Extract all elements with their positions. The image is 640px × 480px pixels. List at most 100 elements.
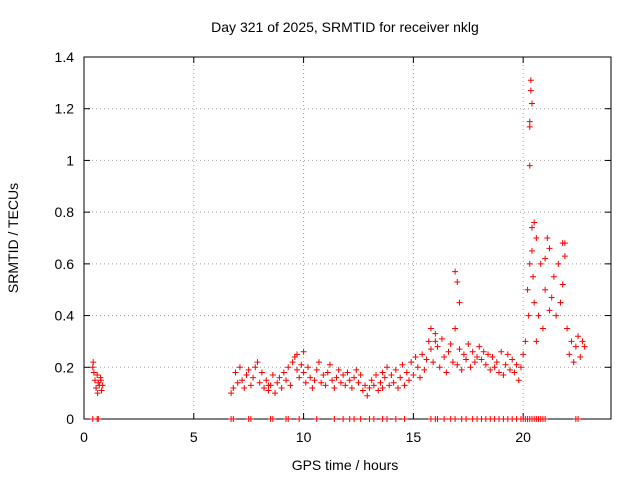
data-point	[280, 369, 287, 376]
data-point	[421, 366, 428, 373]
data-point	[370, 416, 377, 422]
data-point	[370, 382, 377, 389]
data-point	[482, 361, 489, 368]
data-point	[239, 377, 246, 384]
data-point	[568, 338, 575, 345]
data-point	[331, 416, 338, 422]
data-point	[423, 356, 430, 363]
data-point	[315, 359, 322, 366]
data-point	[548, 294, 555, 301]
data-point	[427, 346, 434, 353]
data-point	[401, 382, 408, 389]
data-point	[289, 359, 296, 366]
data-point	[506, 366, 513, 373]
data-point	[228, 390, 235, 397]
data-point	[95, 379, 102, 386]
data-point	[340, 372, 347, 379]
data-point	[509, 356, 516, 363]
data-point	[570, 359, 577, 366]
data-point	[265, 382, 272, 389]
data-point	[357, 372, 364, 379]
y-tick-label: 1.2	[55, 101, 75, 117]
data-point	[386, 382, 393, 389]
data-point	[528, 247, 535, 254]
data-point	[326, 361, 333, 368]
data-point	[348, 384, 355, 391]
data-point	[329, 377, 336, 384]
data-point	[430, 359, 437, 366]
data-point	[405, 377, 412, 384]
data-point	[575, 333, 582, 340]
data-point	[432, 338, 439, 345]
data-point	[471, 359, 478, 366]
data-point	[564, 325, 571, 332]
data-point	[401, 416, 408, 422]
data-point	[300, 369, 307, 376]
data-point	[476, 343, 483, 350]
data-point	[230, 384, 237, 391]
data-point	[318, 379, 325, 386]
data-point	[449, 359, 456, 366]
data-point	[454, 278, 461, 285]
data-point	[487, 366, 494, 373]
data-point	[399, 361, 406, 368]
data-point	[340, 416, 347, 422]
data-point	[559, 240, 566, 247]
data-point	[322, 382, 329, 389]
data-point	[456, 299, 463, 306]
data-point	[572, 343, 579, 350]
data-point	[230, 416, 237, 422]
data-point	[397, 374, 404, 381]
data-point	[357, 416, 364, 422]
data-point	[542, 416, 549, 422]
x-tick-label: 20	[515, 429, 531, 445]
data-point	[465, 341, 472, 348]
data-point	[452, 416, 459, 422]
y-tick-label: 0.4	[55, 308, 75, 324]
data-point	[542, 286, 549, 293]
data-point	[526, 260, 533, 267]
data-point	[94, 390, 101, 397]
data-point	[283, 377, 290, 384]
data-point	[353, 366, 360, 373]
data-point	[544, 235, 551, 241]
data-point	[351, 416, 358, 422]
data-point	[381, 374, 388, 381]
data-point	[90, 369, 97, 376]
data-point	[434, 343, 441, 350]
data-point	[513, 361, 520, 368]
data-point	[265, 387, 272, 394]
data-point	[485, 351, 492, 358]
data-point	[533, 235, 540, 241]
data-point	[97, 377, 104, 384]
data-point	[91, 377, 98, 384]
data-point	[302, 379, 309, 386]
data-point	[575, 416, 582, 422]
data-point	[546, 245, 553, 252]
data-point	[531, 219, 538, 226]
data-point	[454, 361, 461, 368]
data-point	[467, 364, 474, 371]
data-point	[379, 384, 386, 391]
data-point	[379, 369, 386, 376]
data-point	[533, 338, 540, 345]
x-tick-label: 5	[190, 429, 198, 445]
data-point	[504, 351, 511, 358]
data-point	[355, 379, 362, 386]
data-point	[511, 369, 518, 376]
data-point	[539, 325, 546, 332]
data-point	[384, 416, 391, 422]
data-point	[542, 255, 549, 262]
data-point	[502, 361, 509, 368]
data-point	[535, 312, 542, 319]
data-point	[474, 353, 481, 360]
data-point	[324, 369, 331, 376]
data-point	[287, 382, 294, 389]
data-point	[90, 359, 97, 366]
data-point	[278, 384, 285, 391]
data-point	[333, 374, 340, 381]
data-point	[579, 338, 586, 345]
data-point	[250, 374, 257, 381]
y-tick-label: 1.4	[55, 49, 75, 65]
data-point	[414, 364, 421, 371]
